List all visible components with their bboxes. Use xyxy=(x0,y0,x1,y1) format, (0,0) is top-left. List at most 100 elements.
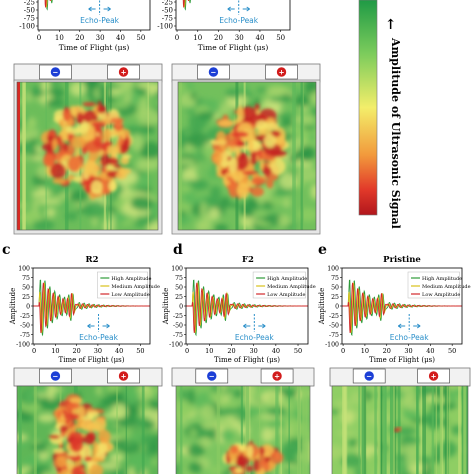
y-tick-label: 100 xyxy=(18,265,30,272)
heatmap-stripe xyxy=(305,386,308,474)
echo-peak-right-arrow xyxy=(242,6,250,12)
panel-title: Pristine xyxy=(383,255,421,265)
y-tick-label: -100 xyxy=(325,341,339,348)
y-tick-label: -100 xyxy=(157,23,173,31)
y-tick-label: -75 xyxy=(173,332,183,339)
heatmap-blob xyxy=(30,137,37,146)
y-tick-label: -100 xyxy=(19,23,35,31)
x-tick-label: 50 xyxy=(448,347,456,355)
y-tick-label: -100 xyxy=(16,341,30,348)
colorbar-gradient xyxy=(358,0,378,216)
positive-probe-symbol: + xyxy=(121,69,127,77)
damage-blob xyxy=(262,165,272,176)
damage-blob xyxy=(67,174,75,180)
damage-blob xyxy=(67,452,80,457)
low-amplitude-line xyxy=(182,0,190,8)
heatmap-stripe xyxy=(292,82,296,230)
x-tick-label: 20 xyxy=(214,34,223,42)
heatmap-stripe xyxy=(431,386,434,474)
positive-probe-icon xyxy=(118,66,129,78)
y-tick-label: -25 xyxy=(24,0,35,7)
heatmap-blob xyxy=(42,471,57,474)
heatmap-blob xyxy=(26,389,33,404)
colorbar-label: Amplitude of Ultrasonic Signal xyxy=(389,37,402,229)
heatmap-stripe xyxy=(377,386,380,474)
heatmap-blob xyxy=(187,164,200,170)
heatmap-blob xyxy=(332,450,340,459)
panel-letter: e xyxy=(318,242,327,258)
heatmap-blob xyxy=(348,438,357,447)
damage-blob xyxy=(100,153,110,167)
damage-blob xyxy=(240,106,257,121)
heatmap-blob xyxy=(189,428,198,438)
heatmap-blob xyxy=(51,123,60,131)
y-axis-label: Amplitude xyxy=(318,288,326,326)
heatmap-blob xyxy=(70,180,82,191)
x-tick-label: 40 xyxy=(272,347,280,355)
x-axis-label: Time of Flight (μs) xyxy=(59,43,130,52)
x-tick-label: 0 xyxy=(32,347,36,355)
x-tick-label: 20 xyxy=(72,347,80,355)
heatmap-blob xyxy=(252,209,268,218)
heatmap-blob xyxy=(266,85,287,97)
x-tick-label: 0 xyxy=(37,34,41,42)
heatmap-upper-left: − + xyxy=(13,63,163,235)
heatmap-field xyxy=(17,386,158,474)
positive-probe-icon xyxy=(276,66,287,78)
damage-blob xyxy=(56,410,62,420)
heatmap-blob xyxy=(188,179,210,191)
x-tick-label: 10 xyxy=(205,347,213,355)
damage-blob xyxy=(52,138,58,151)
damage-blob xyxy=(246,465,254,472)
heatmap-stripe xyxy=(178,82,183,230)
echo-peak-left-arrow xyxy=(87,323,95,329)
damage-blob xyxy=(64,112,71,122)
y-tick-label: 100 xyxy=(327,265,339,272)
heatmap-stripe xyxy=(249,386,251,474)
y-tick-label: -50 xyxy=(24,7,35,15)
heatmap-blob xyxy=(221,428,234,442)
damage-blob xyxy=(83,433,96,445)
heatmap-stripe xyxy=(385,386,387,474)
x-tick-label: 20 xyxy=(75,34,84,42)
heatmap-stripe xyxy=(416,386,419,474)
heatmap-blob xyxy=(311,126,316,132)
heatmap-blob xyxy=(143,392,156,399)
damage-blob xyxy=(59,424,69,433)
y-tick-label: 50 xyxy=(22,284,30,291)
y-tick-label: 25 xyxy=(175,294,183,301)
y-tick-label: 0 xyxy=(335,303,339,310)
negative-probe-icon xyxy=(206,370,218,382)
damage-blob xyxy=(63,142,68,152)
damage-blob xyxy=(264,456,271,463)
x-axis-label: Time of Flight (μs) xyxy=(59,356,125,364)
legend-label: High Amplitude xyxy=(111,276,151,282)
heatmap-lower-left: − + xyxy=(13,367,163,474)
heatmap-stripe xyxy=(288,386,290,474)
damage-blob xyxy=(121,133,127,140)
heatmap-stripe xyxy=(446,386,448,474)
heatmap-stripe xyxy=(360,386,362,474)
heatmap-stripe xyxy=(379,386,383,474)
y-tick-label: 0 xyxy=(26,303,30,310)
damage-region xyxy=(394,426,402,433)
legend-label: Medium Amplitude xyxy=(422,284,471,290)
x-tick-label: 0 xyxy=(341,347,345,355)
echo-peak-label: Echo-Peak xyxy=(219,16,259,25)
damage-blob xyxy=(66,402,81,410)
heatmap-border xyxy=(175,385,311,474)
heatmap-blob xyxy=(298,146,312,161)
echo-peak-right-arrow xyxy=(102,323,110,329)
heatmap-blob xyxy=(82,200,106,218)
legend-label: High Amplitude xyxy=(422,276,462,282)
y-tick-label: 75 xyxy=(331,275,339,282)
damage-blob xyxy=(63,413,80,421)
heatmap-blob xyxy=(214,224,229,230)
heatmap-blob xyxy=(45,207,56,218)
heatmap-blob xyxy=(107,102,130,109)
heatmap-blob xyxy=(69,82,87,97)
damage-blob xyxy=(52,448,65,454)
negative-probe-symbol: − xyxy=(209,373,215,381)
damage-blob xyxy=(83,161,100,177)
